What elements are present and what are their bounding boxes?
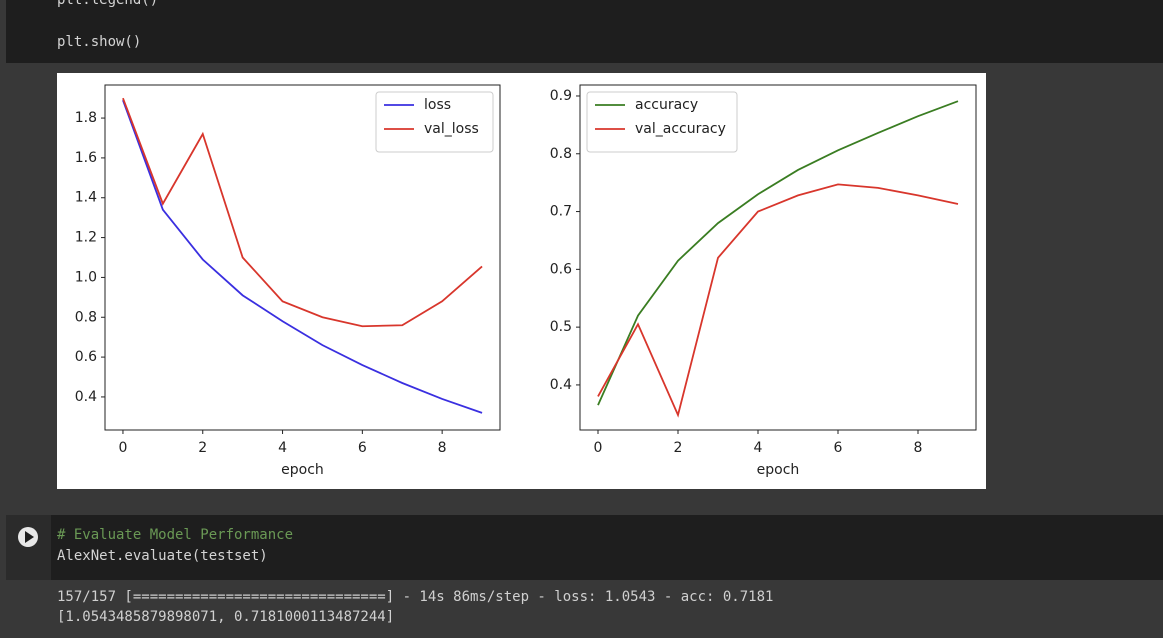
- y-tick-label: 0.8: [550, 146, 572, 162]
- output-line: 157/157 [==============================]…: [57, 589, 774, 605]
- x-tick-label: 4: [754, 440, 763, 456]
- x-tick-label: 6: [358, 440, 367, 456]
- y-tick-label: 0.6: [550, 261, 572, 277]
- y-tick-label: 0.4: [550, 377, 572, 393]
- legend-label: val_accuracy: [635, 121, 726, 137]
- code-comment: # Evaluate Model Performance: [57, 527, 294, 543]
- y-tick-label: 1.2: [75, 230, 97, 246]
- x-tick-label: 2: [198, 440, 207, 456]
- legend-label: val_loss: [424, 121, 479, 137]
- legend-label: accuracy: [635, 97, 698, 113]
- x-tick-label: 0: [594, 440, 603, 456]
- x-tick-label: 0: [118, 440, 127, 456]
- y-tick-label: 0.9: [550, 88, 572, 104]
- y-tick-label: 1.6: [75, 150, 97, 166]
- plot-image: 0.4 0.6 0.8 1.0 1.2 1.4 1.6 1.8 0 2 4 6 8 epoch loss va…: [57, 73, 986, 489]
- x-axis-label: epoch: [757, 462, 800, 478]
- x-tick-label: 8: [914, 440, 923, 456]
- legend-box: [586, 91, 738, 153]
- legend-box: [375, 91, 494, 153]
- x-tick-label: 6: [834, 440, 843, 456]
- line-series: [122, 99, 483, 414]
- y-tick-label: 0.5: [550, 319, 572, 335]
- code-line: plt.show(): [57, 34, 142, 50]
- x-tick-label: 4: [278, 440, 287, 456]
- axes-frame: [104, 84, 501, 431]
- axes-frame: [579, 84, 977, 431]
- y-tick-label: 1.0: [75, 269, 97, 285]
- y-tick-label: 1.8: [75, 110, 97, 126]
- y-tick-label: 0.4: [75, 389, 97, 405]
- line-series: [597, 183, 959, 418]
- y-tick-label: 1.4: [75, 190, 97, 206]
- output-line: [1.0543485879898071, 0.7181000113487244]: [57, 609, 395, 625]
- y-tick-label: 0.6: [75, 349, 97, 365]
- run-gutter: [6, 515, 51, 580]
- code-cell: plt.legend() plt.show(): [6, 0, 1163, 63]
- y-tick-label: 0.7: [550, 204, 572, 220]
- line-series: [122, 97, 483, 328]
- line-series: [597, 100, 959, 406]
- x-tick-label: 2: [674, 440, 683, 456]
- code-cell: # Evaluate Model Performance AlexNet.eva…: [6, 515, 1163, 580]
- run-button[interactable]: [6, 515, 51, 560]
- code-line: plt.legend(): [57, 0, 159, 8]
- legend-label: loss: [424, 97, 451, 113]
- y-tick-label: 0.8: [75, 309, 97, 325]
- x-tick-label: 8: [438, 440, 447, 456]
- code-line: AlexNet.evaluate(testset): [57, 548, 268, 564]
- x-axis-label: epoch: [281, 462, 324, 478]
